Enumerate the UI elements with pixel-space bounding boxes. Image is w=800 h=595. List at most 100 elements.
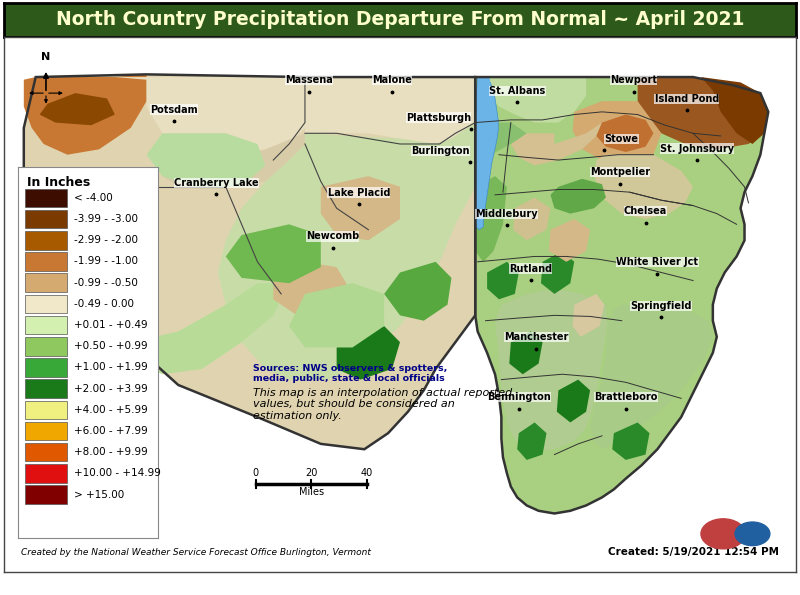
Polygon shape bbox=[541, 251, 574, 294]
Polygon shape bbox=[146, 133, 266, 187]
Polygon shape bbox=[594, 155, 693, 219]
Polygon shape bbox=[162, 133, 305, 187]
Text: Cranberry Lake: Cranberry Lake bbox=[174, 178, 258, 188]
Polygon shape bbox=[510, 331, 542, 374]
Text: +2.00 - +3.99: +2.00 - +3.99 bbox=[74, 384, 147, 394]
Text: Newcomb: Newcomb bbox=[306, 231, 359, 242]
Polygon shape bbox=[511, 123, 602, 165]
Polygon shape bbox=[24, 74, 146, 155]
Polygon shape bbox=[474, 77, 498, 230]
Text: Chelsea: Chelsea bbox=[624, 206, 667, 216]
Polygon shape bbox=[475, 77, 768, 513]
Text: 20: 20 bbox=[305, 468, 318, 478]
Bar bbox=[25, 231, 66, 249]
Polygon shape bbox=[337, 326, 400, 380]
Text: +6.00 - +7.99: +6.00 - +7.99 bbox=[74, 426, 147, 436]
Text: This map is an interpolation of actual reported
values, but should be considered: This map is an interpolation of actual r… bbox=[254, 388, 513, 421]
Bar bbox=[25, 189, 66, 207]
Text: Created by the National Weather Service Forecast Office Burlington, Vermont: Created by the National Weather Service … bbox=[22, 549, 371, 558]
Text: Stowe: Stowe bbox=[604, 134, 638, 144]
Text: Middlebury: Middlebury bbox=[476, 209, 538, 219]
Bar bbox=[25, 252, 66, 271]
Text: N: N bbox=[42, 52, 50, 62]
Text: Plattsburgh: Plattsburgh bbox=[406, 112, 471, 123]
Text: Created: 5/19/2021 12:54 PM: Created: 5/19/2021 12:54 PM bbox=[607, 547, 778, 558]
Text: +8.00 - +9.99: +8.00 - +9.99 bbox=[74, 447, 147, 457]
Polygon shape bbox=[550, 178, 606, 214]
Polygon shape bbox=[24, 74, 475, 449]
Text: Miles: Miles bbox=[298, 487, 324, 497]
Bar bbox=[25, 400, 66, 419]
Bar bbox=[25, 273, 66, 292]
Polygon shape bbox=[321, 176, 400, 240]
Bar bbox=[25, 443, 66, 462]
Polygon shape bbox=[590, 305, 713, 449]
Polygon shape bbox=[495, 289, 607, 452]
Polygon shape bbox=[573, 294, 604, 337]
Text: Springfield: Springfield bbox=[630, 301, 692, 311]
Polygon shape bbox=[384, 262, 451, 321]
Polygon shape bbox=[475, 123, 526, 165]
Text: Montpelier: Montpelier bbox=[590, 167, 650, 177]
Bar bbox=[25, 210, 66, 228]
Polygon shape bbox=[289, 283, 384, 347]
Polygon shape bbox=[40, 93, 115, 125]
Text: +0.01 - +0.49: +0.01 - +0.49 bbox=[74, 320, 147, 330]
Circle shape bbox=[701, 519, 746, 549]
Polygon shape bbox=[274, 262, 353, 315]
Text: North Country Precipitation Departure From Normal ~ April 2021: North Country Precipitation Departure Fr… bbox=[56, 11, 744, 29]
Text: -0.99 - -0.50: -0.99 - -0.50 bbox=[74, 278, 138, 287]
Text: -1.99 - -1.00: -1.99 - -1.00 bbox=[74, 256, 138, 267]
Text: Burlington: Burlington bbox=[411, 146, 470, 156]
Polygon shape bbox=[475, 176, 507, 262]
Text: Island Pond: Island Pond bbox=[654, 94, 719, 104]
Polygon shape bbox=[573, 101, 662, 165]
Text: White River Jct: White River Jct bbox=[616, 257, 698, 267]
Polygon shape bbox=[514, 198, 550, 240]
Bar bbox=[25, 316, 66, 334]
Text: Newport: Newport bbox=[610, 75, 657, 85]
Polygon shape bbox=[475, 77, 586, 123]
Text: 0: 0 bbox=[253, 468, 259, 478]
Polygon shape bbox=[557, 380, 590, 422]
Polygon shape bbox=[305, 77, 475, 144]
Text: Manchester: Manchester bbox=[504, 332, 569, 342]
Polygon shape bbox=[130, 283, 289, 374]
Text: Bennington: Bennington bbox=[487, 392, 550, 402]
Text: < -4.00: < -4.00 bbox=[74, 193, 112, 203]
Polygon shape bbox=[638, 77, 768, 149]
Text: Potsdam: Potsdam bbox=[150, 105, 198, 114]
Text: -3.99 - -3.00: -3.99 - -3.00 bbox=[74, 214, 138, 224]
Bar bbox=[25, 486, 66, 504]
Text: Massena: Massena bbox=[285, 75, 333, 85]
Text: -2.99 - -2.00: -2.99 - -2.00 bbox=[74, 235, 138, 245]
Bar bbox=[25, 464, 66, 483]
Text: > +15.00: > +15.00 bbox=[74, 490, 124, 500]
Polygon shape bbox=[479, 77, 491, 93]
Bar bbox=[25, 295, 66, 313]
Text: St. Albans: St. Albans bbox=[489, 86, 546, 96]
Circle shape bbox=[735, 522, 770, 546]
Polygon shape bbox=[226, 224, 321, 283]
Text: Brattleboro: Brattleboro bbox=[594, 392, 658, 402]
Text: Lake Placid: Lake Placid bbox=[327, 187, 390, 198]
Text: +10.00 - +14.99: +10.00 - +14.99 bbox=[74, 468, 161, 478]
Bar bbox=[25, 337, 66, 355]
Text: 40: 40 bbox=[361, 468, 373, 478]
Text: In Inches: In Inches bbox=[27, 176, 90, 189]
Text: +0.50 - +0.99: +0.50 - +0.99 bbox=[74, 341, 147, 351]
Polygon shape bbox=[549, 219, 590, 262]
Polygon shape bbox=[597, 114, 654, 152]
Text: Gouverneur: Gouverneur bbox=[58, 189, 124, 199]
Text: Rutland: Rutland bbox=[509, 264, 552, 274]
Polygon shape bbox=[518, 422, 546, 460]
Text: St. Johnsbury: St. Johnsbury bbox=[660, 143, 734, 154]
Polygon shape bbox=[218, 123, 475, 380]
Bar bbox=[25, 422, 66, 440]
Bar bbox=[25, 380, 66, 398]
Polygon shape bbox=[612, 422, 650, 460]
Polygon shape bbox=[701, 77, 768, 144]
Text: +1.00 - +1.99: +1.00 - +1.99 bbox=[74, 362, 147, 372]
Polygon shape bbox=[115, 77, 305, 155]
Text: Sources: NWS observers & spotters,
media, public, state & local officials: Sources: NWS observers & spotters, media… bbox=[254, 364, 448, 383]
